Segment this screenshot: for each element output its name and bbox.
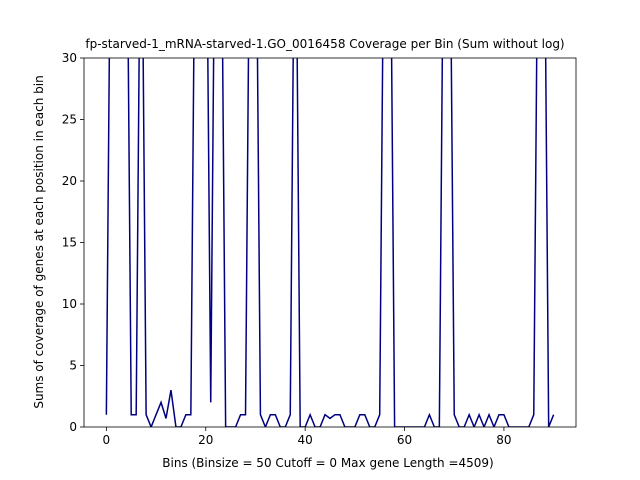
y-tick-label: 10 (62, 297, 77, 311)
x-tick-label: 0 (103, 433, 111, 447)
y-tick-label: 0 (69, 420, 77, 434)
y-axis-label: Sums of coverage of genes at each positi… (32, 75, 46, 408)
x-tick-label: 40 (298, 433, 313, 447)
x-axis-label: Bins (Binsize = 50 Cutoff = 0 Max gene L… (162, 456, 493, 470)
plot-frame (83, 57, 577, 428)
y-tick-label: 20 (62, 174, 77, 188)
chart-title: fp-starved-1_mRNA-starved-1.GO_0016458 C… (85, 37, 564, 51)
data-line (105, 58, 555, 427)
y-tick-label: 5 (69, 359, 77, 373)
y-tick-label: 15 (62, 236, 77, 250)
x-tick-label: 80 (496, 433, 511, 447)
x-tick-label: 60 (397, 433, 412, 447)
y-tick-label: 25 (62, 113, 77, 127)
x-tick-label: 20 (198, 433, 213, 447)
y-tick-label: 30 (62, 51, 77, 65)
